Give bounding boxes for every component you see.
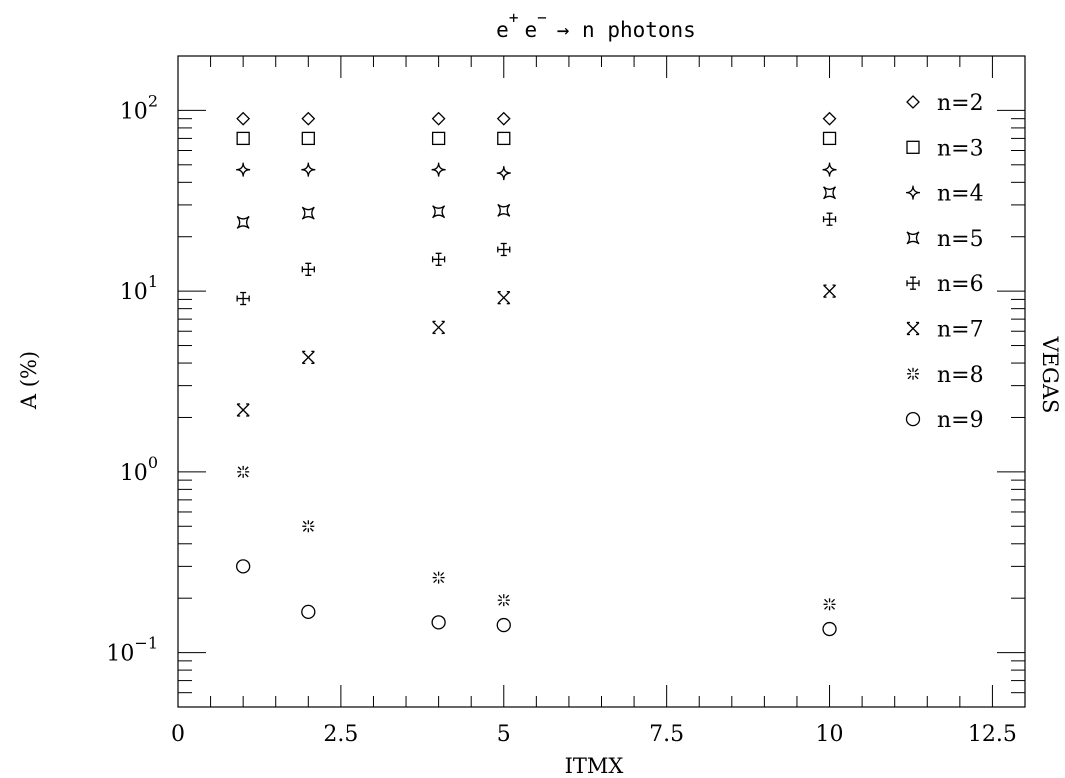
right-axis-label: VEGAS [1038, 336, 1062, 414]
point-n3-x1 [236, 131, 250, 146]
legend-label: n=8 [937, 363, 984, 388]
x-tick-label: 2.5 [323, 722, 358, 747]
point-n6-x1 [236, 291, 250, 306]
point-n2-x10 [822, 111, 837, 126]
x-tick-label: 5 [497, 722, 511, 747]
legend-marker [907, 367, 919, 380]
legend-marker [906, 276, 920, 290]
point-n3-x4 [431, 131, 446, 146]
point-n9-x5 [496, 617, 511, 633]
legend-label: n=2 [937, 91, 984, 116]
point-n6-x2 [301, 262, 315, 276]
plot-frame [177, 55, 1026, 708]
point-n7-x5 [497, 291, 511, 305]
legend-label: n=9 [937, 408, 984, 433]
point-n4-x1 [236, 162, 251, 177]
point-n8-x5 [497, 594, 510, 607]
legend-label: n=5 [937, 227, 984, 252]
x-axis-label: ITMX [565, 754, 624, 778]
point-n9-x1 [236, 559, 251, 574]
x-tick-label: 7.5 [649, 722, 684, 747]
y-tick-label: 10−1 [106, 634, 158, 667]
legend-item: n=3 [906, 136, 984, 161]
legend-item: n=4 [905, 182, 984, 207]
legend-marker [906, 231, 920, 245]
chart-title: e+e−→ n photons [496, 8, 696, 42]
x-axis-ticks: 0 2.5 5 7.5 10 12.5 [171, 56, 1026, 747]
legend-label: n=3 [937, 136, 984, 161]
point-n4-x5 [496, 166, 511, 181]
point-n6-x10 [822, 212, 837, 226]
legend: n=2 n=3 n=4 n=5 n=6 n=7 n=8 n=9 [905, 91, 984, 433]
point-n2-x2 [301, 111, 316, 126]
y-axis-ticks: 10−1 100 101 102 [106, 55, 1025, 708]
legend-label: n=4 [937, 182, 984, 207]
point-n5-x5 [497, 203, 511, 217]
point-n8-x1 [237, 465, 250, 478]
legend-marker [906, 140, 920, 154]
point-n4-x10 [822, 162, 837, 177]
legend-label: n=6 [937, 272, 984, 297]
legend-marker [905, 185, 921, 200]
point-n3-x2 [301, 131, 315, 146]
legend-marker [906, 321, 920, 336]
point-n6-x4 [431, 252, 446, 266]
point-n2-x4 [431, 111, 446, 126]
x-tick-label: 0 [171, 722, 185, 747]
legend-label: n=7 [937, 318, 984, 343]
legend-item: n=5 [906, 227, 984, 252]
data-points [236, 111, 837, 637]
point-n4-x2 [301, 162, 316, 177]
legend-marker [906, 95, 920, 109]
point-n3-x10 [822, 131, 837, 146]
point-n9-x4 [431, 615, 446, 630]
point-n9-x2 [301, 604, 316, 620]
point-n9-x10 [822, 621, 837, 637]
y-tick-label: 102 [120, 91, 158, 124]
legend-item: n=8 [907, 363, 984, 388]
point-n7-x1 [236, 403, 250, 417]
legend-item: n=9 [905, 408, 984, 433]
point-n7-x4 [432, 320, 446, 335]
point-n8-x10 [823, 598, 836, 611]
point-n5-x1 [236, 215, 250, 229]
point-n2-x1 [236, 111, 251, 126]
point-n4-x4 [431, 162, 446, 177]
y-axis-label: A (%) [17, 351, 41, 410]
point-n2-x5 [496, 111, 511, 126]
legend-item: n=7 [906, 318, 984, 343]
point-n5-x10 [823, 186, 837, 200]
legend-item: n=2 [906, 91, 984, 116]
legend-marker [905, 411, 921, 427]
point-n7-x10 [823, 284, 836, 298]
point-n5-x2 [301, 206, 315, 220]
point-n8-x2 [302, 520, 315, 533]
x-tick-label: 10 [816, 722, 844, 747]
point-n5-x4 [432, 205, 446, 219]
x-tick-label: 12.5 [968, 722, 1017, 747]
y-tick-label: 101 [120, 272, 158, 305]
point-n6-x5 [497, 242, 511, 257]
y-tick-label: 100 [120, 453, 158, 486]
point-n3-x5 [497, 131, 511, 146]
legend-item: n=6 [906, 272, 984, 297]
point-n7-x2 [301, 350, 315, 365]
point-n8-x4 [432, 571, 445, 584]
